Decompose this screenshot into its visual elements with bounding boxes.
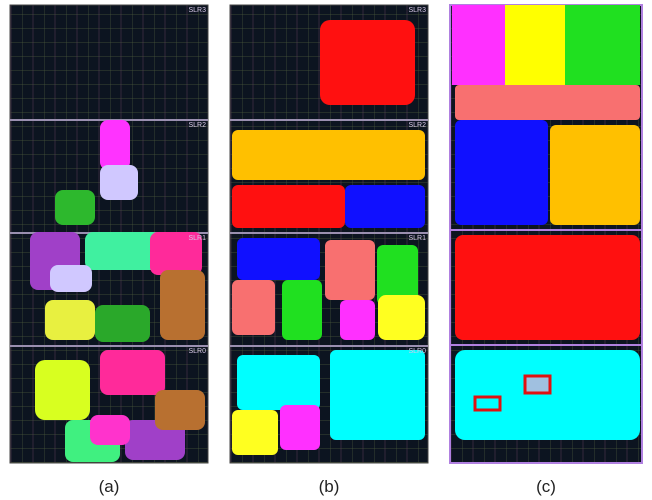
blob <box>325 240 375 300</box>
panel-a: SLR3 SLR2 SLR1 SLR0 <box>10 5 208 463</box>
slr-label: SLR3 <box>408 7 426 14</box>
panel-b: SLR3 SLR2 SLR1 SLR0 <box>230 5 428 463</box>
slr-label: SLR1 <box>408 235 426 242</box>
panel-c <box>450 5 642 463</box>
blob <box>330 350 425 440</box>
figure: SLR3 SLR2 SLR1 SLR0 SLR3 SLR2 S <box>0 0 652 500</box>
slr-label: SLR0 <box>408 348 426 355</box>
blob <box>232 410 278 455</box>
blob <box>525 376 550 393</box>
blob <box>232 130 425 180</box>
slr-label: SLR3 <box>188 7 206 14</box>
blob <box>455 235 640 340</box>
blob <box>237 238 320 280</box>
panel-caption: (c) <box>536 477 556 496</box>
blob <box>452 5 505 85</box>
blob <box>50 265 92 292</box>
blob <box>232 280 275 335</box>
blob <box>55 190 95 225</box>
blob <box>90 415 130 445</box>
blob <box>280 405 320 450</box>
blob <box>232 185 345 228</box>
blob <box>160 270 205 340</box>
placement-blobs <box>452 5 640 440</box>
blob <box>340 300 375 340</box>
blob <box>455 350 640 440</box>
blob <box>282 280 322 340</box>
blob <box>100 350 165 395</box>
blob <box>505 5 565 85</box>
blob <box>35 360 90 420</box>
blob <box>95 305 150 342</box>
blob <box>455 85 640 120</box>
blob <box>85 232 160 270</box>
panel-caption: (a) <box>99 477 120 496</box>
slr-label: SLR1 <box>188 235 206 242</box>
slr-label: SLR0 <box>188 348 206 355</box>
blob <box>455 120 548 225</box>
blob <box>155 390 205 430</box>
blob <box>550 125 640 225</box>
blob <box>100 165 138 200</box>
slr-label: SLR2 <box>408 122 426 129</box>
blob <box>45 300 95 340</box>
blob <box>320 20 415 105</box>
blob <box>345 185 425 228</box>
blob <box>100 120 130 170</box>
blob <box>237 355 320 410</box>
blob <box>378 295 425 340</box>
blob <box>565 5 640 85</box>
panel-caption: (b) <box>319 477 340 496</box>
slr-label: SLR2 <box>188 122 206 129</box>
